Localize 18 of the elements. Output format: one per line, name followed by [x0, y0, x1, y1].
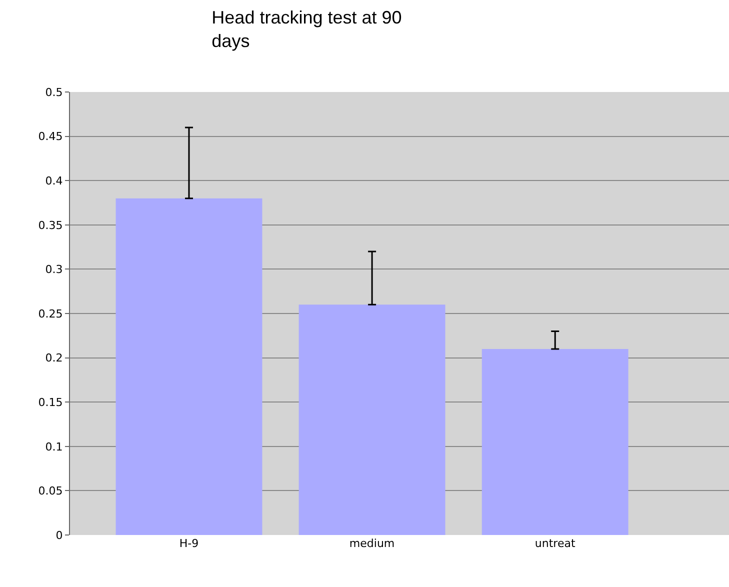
- bar: [116, 198, 262, 535]
- bar: [298, 304, 446, 535]
- x-tick-label: H-9: [179, 537, 199, 550]
- y-tick-label: 0.05: [38, 484, 63, 498]
- y-tick-label: 0: [56, 528, 63, 542]
- y-tick-label: 0.45: [38, 130, 63, 144]
- x-tick-label: untreat: [534, 537, 576, 550]
- y-tick-label: 0.25: [38, 307, 63, 320]
- y-tick-label: 0.2: [45, 352, 63, 365]
- y-tick-label: 0.15: [38, 396, 63, 409]
- bar: [482, 348, 628, 535]
- y-tick-label: 0.4: [45, 174, 63, 188]
- y-tick-label: 0.1: [45, 440, 63, 454]
- x-tick-label: medium: [349, 537, 395, 550]
- y-tick-label: 0.5: [45, 86, 63, 99]
- chart-title: Head tracking test at 90 days: [212, 7, 402, 51]
- y-tick-label: 0.35: [38, 218, 63, 232]
- y-tick-label: 0.3: [45, 263, 63, 276]
